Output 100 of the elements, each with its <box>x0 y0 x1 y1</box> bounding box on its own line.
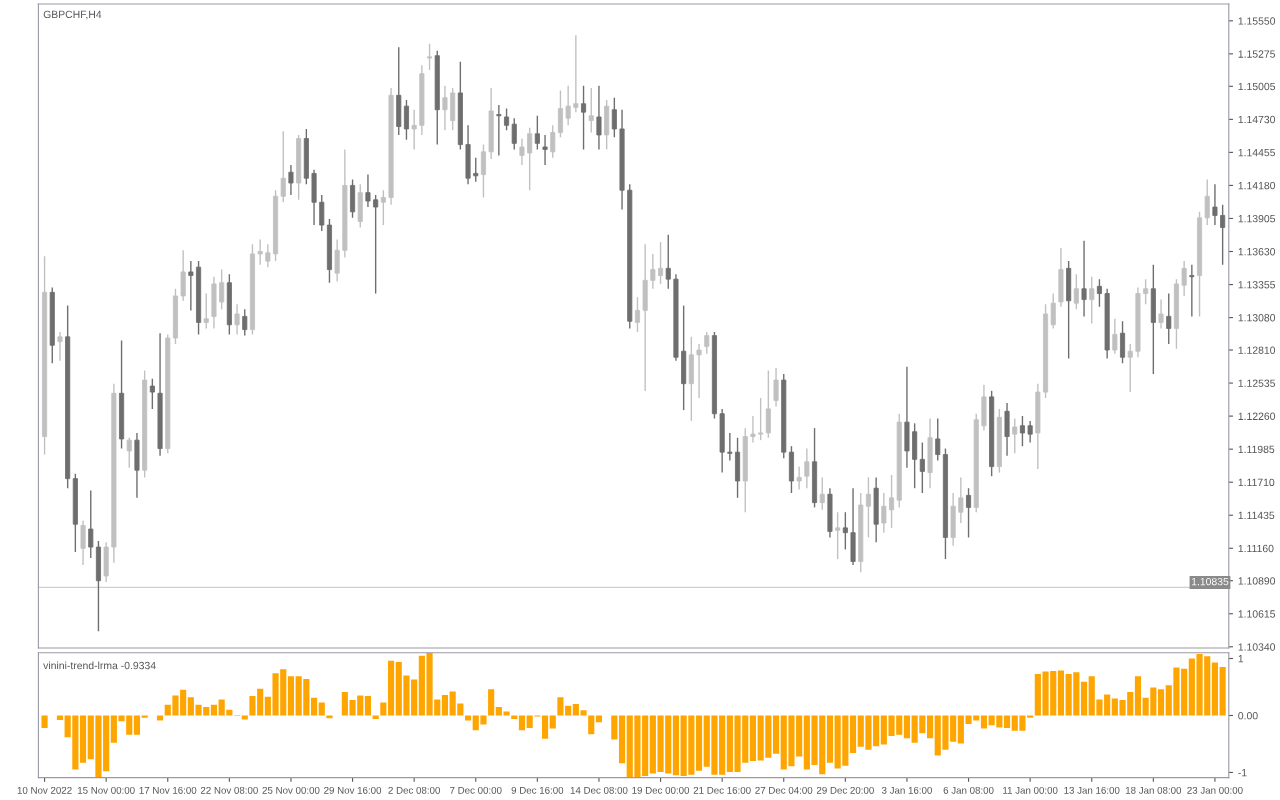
bar <box>79 715 87 763</box>
x-tick-label: 27 Dec 04:00 <box>755 786 813 794</box>
bar <box>1003 715 1011 729</box>
candlestick <box>1081 239 1087 318</box>
bar <box>210 704 218 716</box>
x-tick-label: 17 Nov 16:00 <box>139 786 197 794</box>
candlestick <box>1181 260 1187 297</box>
candlestick <box>804 447 810 489</box>
y-tick-label: 1.14730 <box>1238 115 1276 124</box>
ref-line-label: 1.10835 <box>1191 577 1229 586</box>
candlestick <box>665 233 671 290</box>
y-tick-label: 1.15550 <box>1238 17 1276 25</box>
candlestick <box>519 137 525 166</box>
x-tick-label: 22 Nov 08:00 <box>200 786 258 794</box>
candlestick <box>1158 298 1164 330</box>
bar <box>1157 689 1165 716</box>
bar <box>926 715 934 739</box>
x-tick-label: 9 Dec 16:00 <box>511 786 564 794</box>
x-tick-label: 29 Nov 16:00 <box>324 786 382 794</box>
candlestick <box>696 343 702 399</box>
y-tick-label: 1.12810 <box>1238 346 1276 354</box>
y-tick-label: 1.11710 <box>1238 478 1275 487</box>
candlestick <box>935 417 941 462</box>
x-tick-label: 7 Dec 00:00 <box>450 786 502 794</box>
candlestick <box>80 519 86 566</box>
candlestick <box>550 124 556 159</box>
x-tick-label: 18 Jan 08:00 <box>1125 786 1182 794</box>
bar <box>364 696 372 716</box>
candlestick <box>1189 264 1195 318</box>
y-tick-label: 1.14180 <box>1238 181 1276 190</box>
candlestick <box>1220 203 1226 266</box>
y-tick-label: 1.13355 <box>1238 281 1276 289</box>
y-tick-label: 1.10340 <box>1238 643 1276 651</box>
bar <box>518 715 526 731</box>
candlestick <box>411 109 417 151</box>
text: GBPCHF,H4 <box>43 10 102 20</box>
y-tick-label: 1.10890 <box>1238 577 1276 585</box>
bar <box>287 676 295 716</box>
candlestick <box>242 308 248 337</box>
bar <box>41 715 48 729</box>
candlestick <box>611 97 617 139</box>
bar <box>541 715 549 739</box>
x-tick-label: 15 Nov 00:00 <box>77 786 135 794</box>
y-tick-label: 1.11160 <box>1238 544 1274 553</box>
bar <box>980 715 988 729</box>
candlestick <box>581 85 587 151</box>
y-tick-label: 1.11985 <box>1238 445 1275 454</box>
x-tick-label: 6 Jan 08:00 <box>943 786 994 794</box>
y-tick-label: 1.11435 <box>1238 511 1275 520</box>
candlestick <box>234 303 240 336</box>
candlestick <box>819 476 825 511</box>
x-tick-label: 2 Dec 08:00 <box>388 786 440 794</box>
candlestick <box>596 85 602 151</box>
candlestick <box>126 437 132 469</box>
candlestick <box>565 85 571 127</box>
candlestick <box>373 194 379 295</box>
candlestick <box>188 260 194 312</box>
y-tick-label: 1.13630 <box>1238 248 1276 256</box>
candlestick <box>919 441 925 494</box>
candlestick <box>480 143 486 199</box>
candlestick <box>442 85 448 131</box>
candlestick <box>573 34 579 113</box>
candlestick <box>534 115 540 151</box>
candlestick <box>1166 292 1172 345</box>
candlestick <box>1027 420 1033 444</box>
candlestick <box>88 489 94 559</box>
bar <box>326 715 333 719</box>
x-tick-label: 23 Jan 00:00 <box>1187 786 1243 794</box>
y-tick-label: 1.15005 <box>1238 82 1276 91</box>
candlestick <box>658 241 664 285</box>
candlestick <box>57 331 63 362</box>
bar <box>488 689 495 716</box>
bar <box>695 715 703 771</box>
bar <box>826 715 834 763</box>
candlestick <box>1019 415 1025 447</box>
candlestick <box>750 415 756 444</box>
candlestick <box>1096 278 1102 308</box>
bar <box>141 715 148 718</box>
candlestick <box>958 476 964 524</box>
candlestick <box>473 157 479 183</box>
bar <box>310 697 318 716</box>
bar <box>595 715 603 723</box>
candlestick <box>835 511 841 560</box>
candlestick <box>1089 276 1095 325</box>
candlestick <box>319 194 325 232</box>
bar <box>618 715 626 764</box>
y-tick-label: 1.12260 <box>1238 412 1276 420</box>
bar <box>156 715 164 721</box>
candlestick <box>380 189 386 226</box>
candlestick <box>842 511 848 551</box>
candlestick <box>704 331 710 355</box>
candlestick <box>1050 292 1056 330</box>
x-tick-label: 3 Jan 16:00 <box>881 786 932 794</box>
bar <box>1134 676 1142 716</box>
bar <box>903 715 911 739</box>
candlestick <box>881 492 887 534</box>
bar <box>387 660 395 716</box>
x-tick-label: 13 Jan 16:00 <box>1064 786 1120 794</box>
candlestick <box>542 134 548 166</box>
candlestick <box>1073 273 1079 310</box>
